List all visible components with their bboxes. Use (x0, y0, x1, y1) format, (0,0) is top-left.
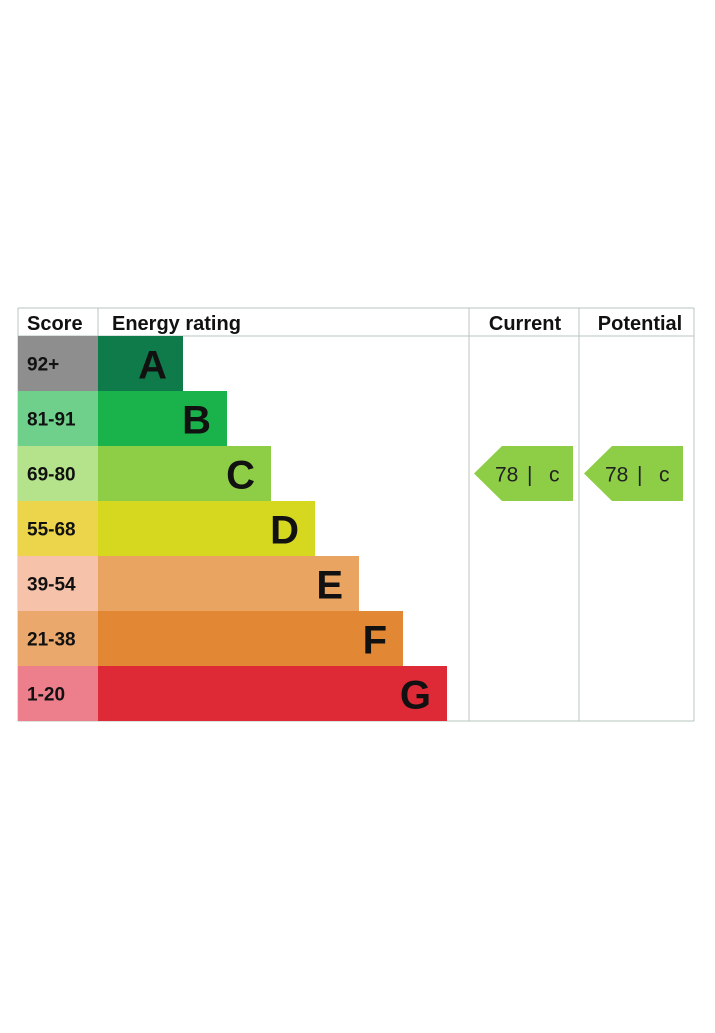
score-cell-b (18, 391, 98, 446)
score-cell-d (18, 501, 98, 556)
band-bar-c (98, 446, 271, 501)
band-bar-b (98, 391, 227, 446)
band-letter-b: B (182, 399, 211, 443)
score-cell-f (18, 611, 98, 666)
current-rating-arrow (474, 446, 573, 501)
potential-rating-arrow (584, 446, 683, 501)
potential-rating-value: 78 (605, 464, 628, 487)
score-label-a: 92+ (27, 355, 59, 376)
band-letter-d: D (270, 509, 299, 553)
band-letter-f: F (363, 619, 387, 663)
score-cell-e (18, 556, 98, 611)
current-rating-value: 78 (495, 464, 518, 487)
header-potential: Potential (598, 313, 682, 335)
band-letter-c: C (226, 454, 255, 498)
score-cell-c (18, 446, 98, 501)
score-label-e: 39-54 (27, 575, 76, 596)
score-cell-a (18, 336, 98, 391)
score-label-c: 69-80 (27, 465, 76, 486)
band-letter-a: A (138, 344, 167, 388)
rating-bands: 92+ A 81-91 B 69-80 C 55-68 D 39-54 E 21-38 F 1-20 G (18, 336, 447, 721)
band-letter-e: E (316, 564, 343, 608)
rating-indicators: 78 | c 78 | c (474, 446, 683, 501)
score-label-d: 55-68 (27, 520, 76, 541)
score-label-g: 1-20 (27, 685, 65, 706)
header-energy-rating: Energy rating (112, 313, 241, 335)
potential-rating-letter: c (659, 464, 670, 487)
header-score: Score (27, 313, 83, 335)
band-bar-e (98, 556, 359, 611)
current-rating-separator: | (527, 464, 532, 487)
score-cell-g (18, 666, 98, 721)
band-bar-a (98, 336, 183, 391)
band-bar-g (98, 666, 447, 721)
score-label-f: 21-38 (27, 630, 76, 651)
band-bar-f (98, 611, 403, 666)
score-label-b: 81-91 (27, 410, 76, 431)
header-current: Current (489, 313, 562, 335)
potential-rating-separator: | (637, 464, 642, 487)
band-letter-g: G (400, 674, 431, 718)
band-bar-d (98, 501, 315, 556)
current-rating-letter: c (549, 464, 560, 487)
